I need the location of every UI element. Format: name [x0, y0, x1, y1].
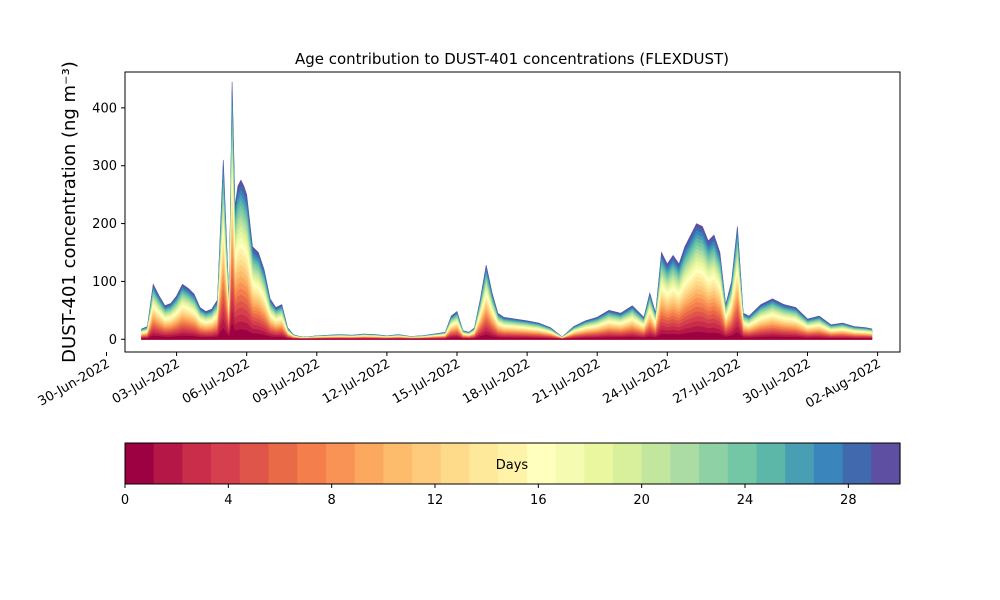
y-axis-label: DUST-401 concentration (ng m⁻³)	[59, 61, 80, 363]
colorbar-tick-label: 0	[121, 493, 129, 508]
colorbar-cell	[699, 443, 729, 484]
colorbar-cell	[727, 443, 758, 484]
colorbar-cell	[842, 443, 872, 484]
y-tick-label: 100	[92, 275, 117, 290]
x-tick-label: 06-Jul-2022	[180, 356, 253, 407]
x-tick-label: 09-Jul-2022	[250, 356, 323, 407]
y-tick-label: 200	[92, 217, 117, 232]
x-tick-label: 15-Jul-2022	[390, 356, 463, 407]
y-tick-label: 0	[109, 333, 117, 348]
colorbar-cell	[469, 443, 499, 484]
colorbar-cell	[670, 443, 700, 484]
colorbar-cell	[440, 443, 471, 484]
y-axis: 0 100 200 300 400	[92, 101, 125, 348]
colorbar-cell	[383, 443, 413, 484]
colorbar-cell	[354, 443, 384, 484]
colorbar-cell	[153, 443, 183, 484]
colorbar-cell	[555, 443, 585, 484]
x-tick-label: 24-Jul-2022	[600, 356, 673, 407]
colorbar-cell	[498, 443, 528, 484]
x-tick-label: 12-Jul-2022	[320, 356, 393, 407]
colorbar-cell	[325, 443, 356, 484]
plot-frame	[124, 71, 901, 353]
colorbar-tick-label: 8	[328, 493, 336, 508]
x-tick-label: 02-Aug-2022	[803, 356, 883, 411]
x-tick-label: 30-Jun-2022	[36, 356, 113, 409]
colorbar-cell	[182, 443, 212, 484]
chart-title: Age contribution to DUST-401 concentrati…	[295, 50, 729, 68]
colorbar-cell	[612, 443, 643, 484]
colorbar-cell	[813, 443, 844, 484]
y-tick-label: 400	[92, 101, 117, 116]
colorbar-cell	[641, 443, 671, 484]
age-layer-1	[141, 311, 873, 340]
y-tick-label: 300	[92, 159, 117, 174]
colorbar-cell	[584, 443, 614, 484]
colorbar-tick-label: 20	[633, 493, 650, 508]
colorbar-cell	[526, 443, 557, 484]
colorbar-cell	[412, 443, 442, 484]
colorbar-tick-label: 16	[530, 493, 547, 508]
colorbar-frame	[124, 442, 901, 485]
colorbar-tick-label: 12	[427, 493, 444, 508]
colorbar-cell	[125, 443, 155, 484]
colorbar-cells	[125, 443, 901, 484]
colorbar: Days 0 4 8 12 16 20 24 28	[121, 442, 901, 508]
colorbar-cell	[268, 443, 298, 484]
colorbar-tick-label: 4	[224, 493, 232, 508]
stacked-area-layers	[141, 81, 873, 340]
x-tick-label: 21-Jul-2022	[530, 356, 603, 407]
colorbar-cell	[871, 443, 901, 484]
colorbar-cell	[785, 443, 815, 484]
age-layer-0	[141, 322, 873, 340]
colorbar-cell	[211, 443, 241, 484]
colorbar-label: Days	[496, 458, 529, 473]
x-axis: 30-Jun-202203-Jul-202206-Jul-202209-Jul-…	[36, 352, 884, 412]
colorbar-cell	[756, 443, 786, 484]
x-tick-label: 27-Jul-2022	[671, 356, 744, 407]
colorbar-tick-label: 28	[840, 493, 857, 508]
colorbar-cell	[239, 443, 270, 484]
colorbar-cell	[297, 443, 327, 484]
x-tick-label: 30-Jul-2022	[741, 356, 814, 407]
colorbar-ticks: 0 4 8 12 16 20 24 28	[121, 484, 857, 508]
x-tick-label: 18-Jul-2022	[460, 356, 533, 407]
colorbar-tick-label: 24	[737, 493, 754, 508]
x-tick-label: 03-Jul-2022	[110, 356, 183, 407]
